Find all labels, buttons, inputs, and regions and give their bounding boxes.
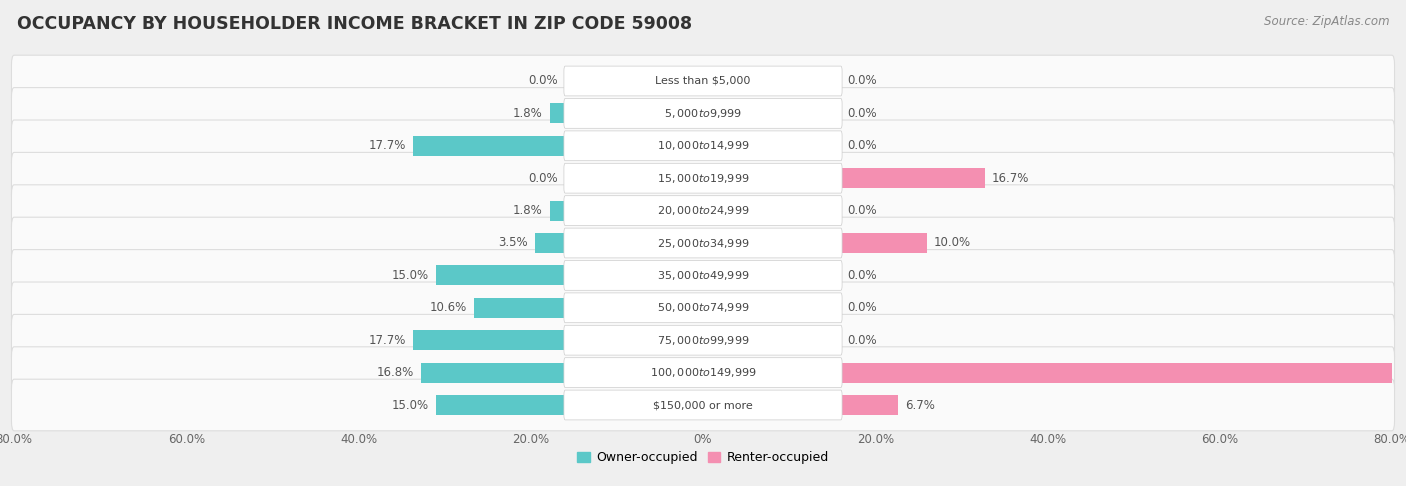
FancyBboxPatch shape	[564, 228, 842, 258]
Text: 16.8%: 16.8%	[377, 366, 413, 379]
FancyBboxPatch shape	[564, 293, 842, 323]
Bar	[436, 265, 565, 285]
Text: 1.8%: 1.8%	[513, 107, 543, 120]
Text: 0.0%: 0.0%	[848, 301, 877, 314]
Text: $20,000 to $24,999: $20,000 to $24,999	[657, 204, 749, 217]
Legend: Owner-occupied, Renter-occupied: Owner-occupied, Renter-occupied	[572, 447, 834, 469]
Text: 0.0%: 0.0%	[529, 172, 558, 185]
Bar	[841, 233, 927, 253]
Bar	[413, 330, 565, 350]
Text: $50,000 to $74,999: $50,000 to $74,999	[657, 301, 749, 314]
Text: 17.7%: 17.7%	[368, 139, 406, 152]
Bar	[436, 395, 565, 415]
Text: $35,000 to $49,999: $35,000 to $49,999	[657, 269, 749, 282]
FancyBboxPatch shape	[564, 99, 842, 128]
FancyBboxPatch shape	[11, 217, 1395, 269]
Text: 0.0%: 0.0%	[848, 139, 877, 152]
Text: 0.0%: 0.0%	[529, 74, 558, 87]
Text: $10,000 to $14,999: $10,000 to $14,999	[657, 139, 749, 152]
Text: 0.0%: 0.0%	[848, 269, 877, 282]
Text: 15.0%: 15.0%	[392, 399, 429, 412]
Text: 0.0%: 0.0%	[848, 334, 877, 347]
Text: Less than $5,000: Less than $5,000	[655, 76, 751, 86]
FancyBboxPatch shape	[564, 196, 842, 226]
FancyBboxPatch shape	[564, 163, 842, 193]
Text: 17.7%: 17.7%	[368, 334, 406, 347]
Text: 10.0%: 10.0%	[934, 237, 972, 249]
Bar	[550, 201, 565, 221]
Text: $150,000 or more: $150,000 or more	[654, 400, 752, 410]
Text: 15.0%: 15.0%	[392, 269, 429, 282]
Text: 10.6%: 10.6%	[430, 301, 467, 314]
FancyBboxPatch shape	[564, 260, 842, 290]
FancyBboxPatch shape	[11, 87, 1395, 139]
Bar	[413, 136, 565, 156]
FancyBboxPatch shape	[11, 379, 1395, 431]
Text: 1.8%: 1.8%	[513, 204, 543, 217]
Bar	[536, 233, 565, 253]
FancyBboxPatch shape	[11, 250, 1395, 301]
Bar	[420, 363, 565, 382]
Text: $15,000 to $19,999: $15,000 to $19,999	[657, 172, 749, 185]
FancyBboxPatch shape	[11, 153, 1395, 204]
FancyBboxPatch shape	[11, 120, 1395, 172]
FancyBboxPatch shape	[564, 66, 842, 96]
Bar	[550, 104, 565, 123]
Text: 0.0%: 0.0%	[848, 74, 877, 87]
Text: $100,000 to $149,999: $100,000 to $149,999	[650, 366, 756, 379]
Text: Source: ZipAtlas.com: Source: ZipAtlas.com	[1264, 15, 1389, 28]
FancyBboxPatch shape	[564, 325, 842, 355]
Text: 0.0%: 0.0%	[848, 107, 877, 120]
Text: $75,000 to $99,999: $75,000 to $99,999	[657, 334, 749, 347]
Bar	[841, 395, 898, 415]
Bar	[841, 168, 984, 188]
Text: OCCUPANCY BY HOUSEHOLDER INCOME BRACKET IN ZIP CODE 59008: OCCUPANCY BY HOUSEHOLDER INCOME BRACKET …	[17, 15, 692, 33]
Text: $25,000 to $34,999: $25,000 to $34,999	[657, 237, 749, 249]
Text: $5,000 to $9,999: $5,000 to $9,999	[664, 107, 742, 120]
FancyBboxPatch shape	[11, 282, 1395, 333]
FancyBboxPatch shape	[564, 131, 842, 161]
Text: 3.5%: 3.5%	[499, 237, 529, 249]
FancyBboxPatch shape	[564, 390, 842, 420]
FancyBboxPatch shape	[11, 314, 1395, 366]
FancyBboxPatch shape	[11, 55, 1395, 107]
Bar	[841, 363, 1406, 382]
Text: 16.7%: 16.7%	[991, 172, 1029, 185]
FancyBboxPatch shape	[564, 358, 842, 387]
FancyBboxPatch shape	[11, 185, 1395, 236]
Bar	[474, 298, 565, 318]
FancyBboxPatch shape	[11, 347, 1395, 399]
Text: 6.7%: 6.7%	[905, 399, 935, 412]
Text: 0.0%: 0.0%	[848, 204, 877, 217]
